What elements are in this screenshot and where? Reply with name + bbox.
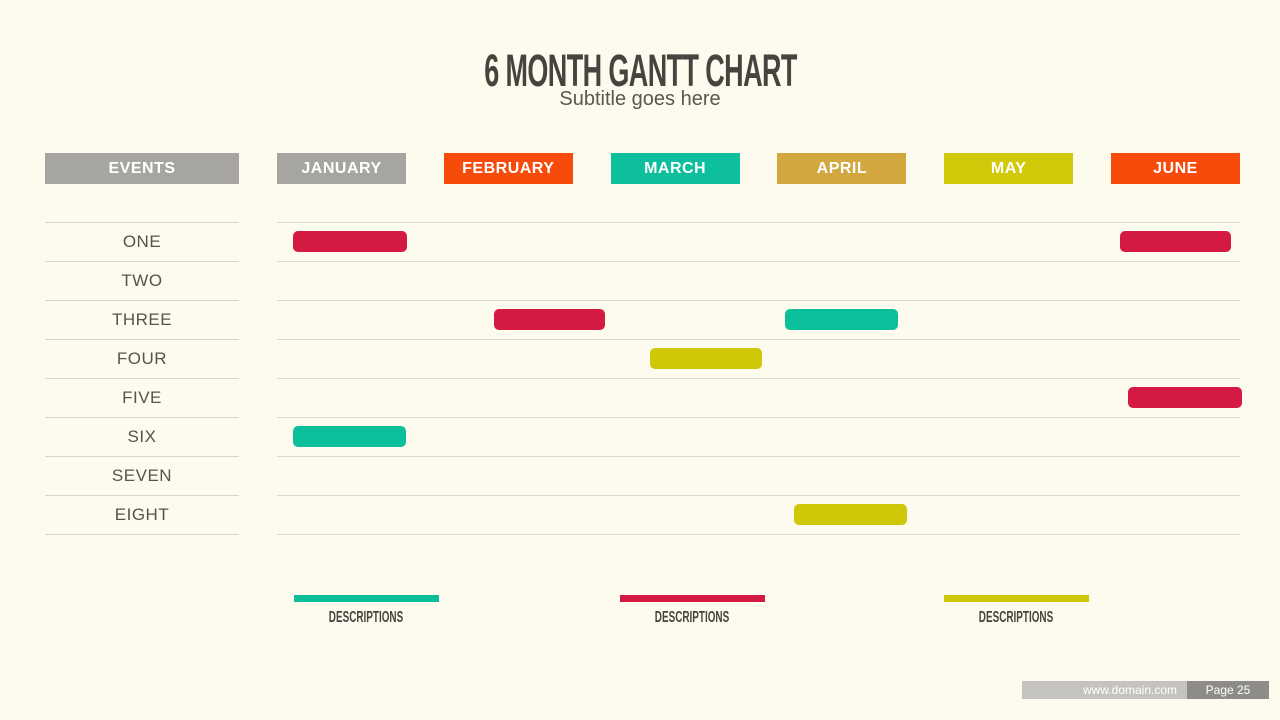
page-title: 6 MONTH GANTT CHART [483, 45, 797, 96]
description-label-1: DESCRIPTIONS [328, 609, 404, 626]
event-label-eight: EIGHT [45, 495, 239, 534]
month-header-june: JUNE [1110, 153, 1240, 184]
event-label-six: SIX [45, 417, 239, 456]
event-label-three: THREE [45, 300, 239, 339]
event-label-seven: SEVEN [45, 456, 239, 495]
title-block: 6 MONTH GANTT CHART [0, 48, 1280, 93]
gantt-bar-one-january [293, 231, 407, 252]
gantt-bar-three-february [493, 309, 606, 330]
description-color-bar-3 [943, 595, 1089, 602]
chart-row-three [277, 300, 1240, 339]
gantt-bar-one-june [1119, 231, 1232, 252]
footer-website: www.domain.com [1022, 681, 1187, 699]
events-column-header: EVENTS [45, 153, 239, 184]
month-header-march: MARCH [610, 153, 740, 184]
gantt-bar-six-january [293, 426, 407, 447]
description-item-3: DESCRIPTIONS [916, 595, 1116, 627]
description-item-1: DESCRIPTIONS [266, 595, 466, 627]
description-color-bar-1 [293, 595, 439, 602]
event-label-five: FIVE [45, 378, 239, 417]
chart-row-six [277, 417, 1240, 456]
footer-page-number: Page 25 [1187, 681, 1269, 699]
description-item-2: DESCRIPTIONS [592, 595, 792, 627]
description-color-bar-2 [619, 595, 765, 602]
events-column: ONE TWO THREE FOUR FIVE SIX SEVEN EIGHT [45, 222, 239, 535]
month-header-february: FEBRUARY [443, 153, 573, 184]
month-header-may: MAY [944, 153, 1074, 184]
page-subtitle: Subtitle goes here [559, 88, 721, 110]
chart-row-seven [277, 456, 1240, 495]
chart-row-eight [277, 495, 1240, 534]
chart-row-two [277, 261, 1240, 300]
chart-row-one [277, 222, 1240, 261]
month-header-april: APRIL [777, 153, 907, 184]
chart-area [277, 222, 1242, 535]
chart-row-five [277, 378, 1242, 417]
description-label-2: DESCRIPTIONS [654, 609, 730, 626]
event-label-four: FOUR [45, 339, 239, 378]
gantt-bar-five-june [1128, 387, 1242, 408]
gantt-bar-eight-april [794, 504, 907, 525]
gantt-bar-three-april [785, 309, 899, 330]
event-label-one: ONE [45, 222, 239, 261]
description-label-3: DESCRIPTIONS [978, 609, 1054, 626]
gantt-bar-four-march [649, 348, 763, 369]
descriptions-row: DESCRIPTIONS DESCRIPTIONS DESCRIPTIONS [0, 595, 1280, 640]
month-header-january: JANUARY [277, 153, 406, 184]
month-headers: JANUARY FEBRUARY MARCH APRIL MAY JUNE [277, 153, 1240, 184]
chart-row-four [277, 339, 1240, 378]
event-label-two: TWO [45, 261, 239, 300]
